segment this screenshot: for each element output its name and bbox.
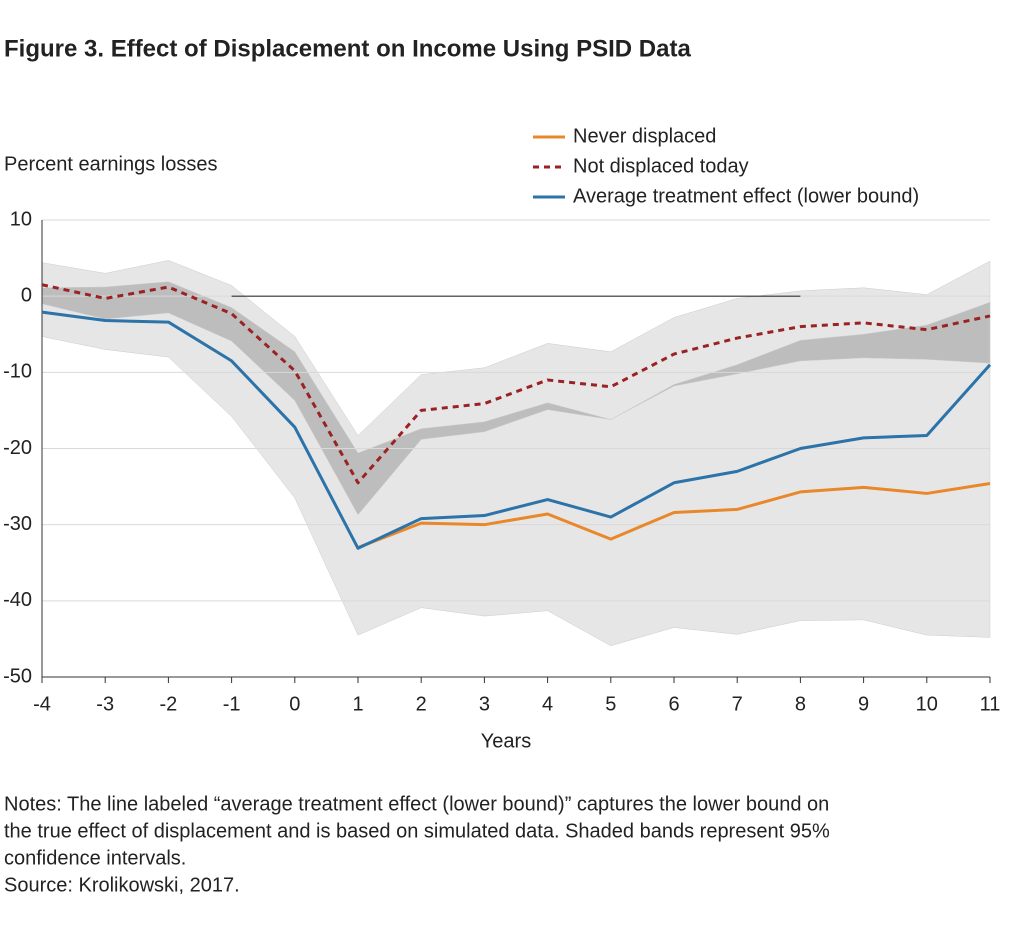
chart-title: Figure 3. Effect of Displacement on Inco… — [4, 35, 691, 62]
x-tick-label: 5 — [605, 693, 616, 715]
x-tick-label: 11 — [980, 693, 1001, 715]
x-tick-label: 9 — [858, 693, 869, 715]
y-tick-label: -50 — [3, 665, 32, 687]
y-tick-label: -40 — [3, 589, 32, 611]
x-tick-label: 7 — [732, 693, 743, 715]
legend-label: Never displaced — [573, 125, 716, 147]
legend-label: Average treatment effect (lower bound) — [573, 185, 919, 207]
series-line — [357, 482, 991, 549]
x-tick-label: 8 — [795, 693, 806, 715]
x-tick-label: -2 — [160, 693, 178, 715]
y-tick-label: -20 — [3, 437, 32, 459]
x-tick-label: 4 — [542, 693, 553, 715]
series-line — [41, 310, 992, 550]
x-tick-label: 1 — [352, 693, 363, 715]
x-tick-label: 0 — [289, 693, 300, 715]
x-tick-label: 3 — [479, 693, 490, 715]
legend-label: Not displaced today — [573, 155, 749, 177]
x-tick-label: 2 — [416, 693, 427, 715]
source: Source: Krolikowski, 2017. — [4, 874, 240, 896]
y-axis-label: Percent earnings losses — [4, 153, 217, 175]
note-line: Notes: The line labeled “average treatme… — [4, 793, 829, 815]
x-tick-label: -4 — [33, 693, 51, 715]
confidence-band — [41, 281, 991, 516]
y-tick-label: 10 — [10, 208, 32, 230]
note-line: confidence intervals. — [4, 847, 186, 869]
x-tick-label: 10 — [916, 693, 938, 715]
note-line: the true effect of displacement and is b… — [4, 820, 830, 842]
x-tick-label: -1 — [223, 693, 241, 715]
x-tick-label: -3 — [96, 693, 114, 715]
y-tick-label: -30 — [3, 513, 32, 535]
x-axis-label: Years — [481, 730, 531, 752]
y-tick-label: -10 — [3, 361, 32, 383]
y-tick-label: 0 — [21, 284, 32, 306]
x-tick-label: 6 — [668, 693, 679, 715]
